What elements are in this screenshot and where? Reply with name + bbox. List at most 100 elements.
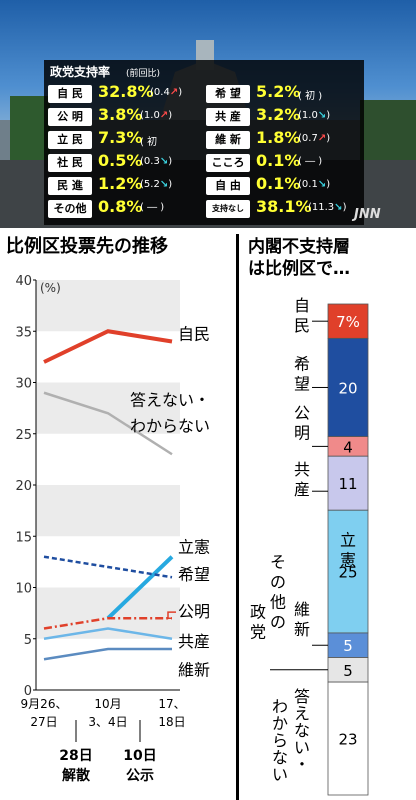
y-tick-label: 10 bbox=[15, 582, 32, 597]
party-name: 自 民 bbox=[48, 85, 92, 103]
y-tick-label: 40 bbox=[15, 274, 32, 289]
party-value: 7.3% bbox=[98, 128, 143, 147]
party-cell: 民 進 1.2% (5.2↘) bbox=[48, 174, 202, 196]
series-label: 立憲 bbox=[178, 538, 210, 557]
event-label: 公示 bbox=[126, 768, 154, 784]
party-value: 32.8% bbox=[98, 82, 154, 101]
party-name: 民 進 bbox=[48, 177, 92, 195]
segment-name-label: え bbox=[294, 704, 310, 723]
series-label: 維新 bbox=[178, 661, 210, 680]
party-previous-change: (1.0↘) bbox=[298, 110, 331, 121]
tv-broadcast-panel: 政党支持率 (前回比) 自 民 32.8% (0.4↗) 希 望 5.2%( 初 ) 公 … bbox=[0, 0, 416, 228]
x-tick-label: 18日 bbox=[158, 715, 185, 729]
bar-chart-title-line1: 内閣不支持層 bbox=[248, 237, 350, 257]
segment-value-label: 23 bbox=[338, 731, 357, 749]
y-tick-label: 20 bbox=[15, 479, 32, 494]
segment-name-label: 維 bbox=[294, 600, 310, 619]
party-name: 公 明 bbox=[48, 108, 92, 126]
segment-name-label: な bbox=[272, 748, 288, 767]
series-line-立憲 bbox=[106, 555, 174, 620]
party-name: 維 新 bbox=[206, 131, 250, 149]
series-line-維新 bbox=[43, 647, 172, 661]
segment-name-label: い bbox=[294, 738, 310, 757]
arrow-down-icon: ↘ bbox=[317, 179, 327, 190]
series-line-共産 bbox=[43, 627, 173, 640]
segment-name-label: 他 bbox=[270, 593, 286, 612]
party-value: 0.1% bbox=[256, 174, 301, 193]
y-tick-label: 35 bbox=[15, 325, 32, 340]
segment-name-label: の bbox=[270, 613, 286, 632]
party-value: 3.2% bbox=[256, 105, 301, 124]
series-label: わからない bbox=[130, 416, 210, 435]
segment-name-label: わ bbox=[272, 697, 288, 716]
party-previous-change: (0.3↘) bbox=[140, 156, 173, 167]
party-cell: 公 明 3.8% (1.0↗) bbox=[48, 105, 202, 127]
series-line-公明 bbox=[43, 617, 172, 630]
segment-name-label: 憲 bbox=[340, 551, 356, 570]
party-support-table: 政党支持率 (前回比) 自 民 32.8% (0.4↗) 希 望 5.2%( 初 ) 公 … bbox=[44, 60, 364, 225]
segment-name-label: か bbox=[272, 714, 288, 733]
segment-value-label: 11 bbox=[338, 475, 357, 493]
series-label: 共産 bbox=[178, 632, 210, 651]
party-value: 0.8% bbox=[98, 197, 143, 216]
party-value: 0.1% bbox=[256, 151, 301, 170]
party-value: 0.5% bbox=[98, 151, 143, 170]
segment-name-label: 自 bbox=[294, 296, 310, 315]
segment-name-label: の bbox=[270, 573, 286, 592]
segment-name-label: 望 bbox=[294, 374, 310, 393]
arrow-up-icon: ↗ bbox=[159, 110, 169, 121]
grid-band bbox=[36, 485, 180, 537]
series-line-希望 bbox=[43, 555, 173, 579]
segment-name-label: そ bbox=[270, 553, 286, 572]
grid-band bbox=[36, 280, 180, 332]
segment-name-label: な bbox=[294, 721, 310, 740]
segment-name-label: 希 bbox=[294, 354, 310, 373]
arrow-up-icon: ↗ bbox=[317, 133, 327, 144]
vote-trend-line-chart: 0 5 10 15 20 25 30 35 40 (%) 9月26、 27日 10月 3、4日 17、 18日… bbox=[15, 274, 210, 784]
arrow-down-icon: ↘ bbox=[317, 110, 327, 121]
segment-name-label: 答 bbox=[294, 687, 310, 706]
segment-value-label: 5 bbox=[343, 637, 353, 655]
jnn-logo: JNN bbox=[354, 207, 381, 222]
party-name: 希 望 bbox=[206, 85, 250, 103]
party-previous-change: (11.3↘) bbox=[308, 202, 347, 213]
line-chart-title: 比例区投票先の推移 bbox=[6, 236, 168, 257]
party-previous-change: ( ― ) bbox=[140, 202, 165, 213]
x-tick-label: 9月26、 bbox=[21, 697, 68, 711]
party-cell: 自 由 0.1% (0.1↘) bbox=[206, 174, 360, 196]
segment-name-label: 公 bbox=[294, 403, 310, 422]
segment-value-label: 7% bbox=[336, 313, 360, 331]
segment-name-label: 産 bbox=[294, 480, 310, 499]
party-name: その他 bbox=[48, 200, 92, 218]
arrow-up-icon: ↗ bbox=[169, 87, 179, 98]
party-previous-change: ( ― ) bbox=[298, 156, 323, 167]
bar-chart-title-line2: は比例区で… bbox=[248, 259, 350, 279]
party-cell: 共 産 3.2% (1.0↘) bbox=[206, 105, 360, 127]
party-name: 立 民 bbox=[48, 131, 92, 149]
event-label: 10日 bbox=[123, 748, 156, 764]
arrow-down-icon: ↘ bbox=[159, 179, 169, 190]
segment-name-label: 政 bbox=[250, 603, 266, 622]
series-line-自民 bbox=[43, 329, 173, 364]
party-cell: 自 民 32.8% (0.4↗) bbox=[48, 82, 202, 104]
party-cell: その他 0.8%( ― ) bbox=[48, 197, 202, 219]
y-tick-label: 15 bbox=[15, 530, 32, 545]
party-cell: 立 民 7.3%( 初 bbox=[48, 128, 202, 150]
series-label: 希望 bbox=[178, 565, 210, 584]
x-tick-label: 3、4日 bbox=[88, 715, 127, 729]
label-leader bbox=[167, 611, 176, 619]
segment-value-label: 20 bbox=[338, 379, 357, 397]
party-name: 自 由 bbox=[206, 177, 250, 195]
party-previous-change: (0.1↘) bbox=[298, 179, 331, 190]
party-previous-change: (0.7↗) bbox=[298, 133, 331, 144]
party-name: 共 産 bbox=[206, 108, 250, 126]
party-cell: 維 新 1.8% (0.7↗) bbox=[206, 128, 360, 150]
segment-name-label: 明 bbox=[294, 423, 310, 442]
party-name: 社 民 bbox=[48, 154, 92, 172]
party-name: こころ bbox=[206, 154, 250, 172]
grid-band bbox=[36, 382, 180, 434]
series-line-答えない・わからない bbox=[43, 391, 173, 456]
party-cell: 社 民 0.5% (0.3↘) bbox=[48, 151, 202, 173]
party-name: 支持なし bbox=[206, 200, 250, 218]
